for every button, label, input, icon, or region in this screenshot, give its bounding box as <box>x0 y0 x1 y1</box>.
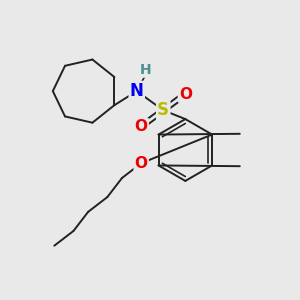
Text: H: H <box>140 63 152 76</box>
Text: O: O <box>135 156 148 171</box>
Text: O: O <box>135 119 148 134</box>
Text: O: O <box>179 87 192 102</box>
Text: S: S <box>157 101 169 119</box>
Text: N: N <box>130 82 144 100</box>
